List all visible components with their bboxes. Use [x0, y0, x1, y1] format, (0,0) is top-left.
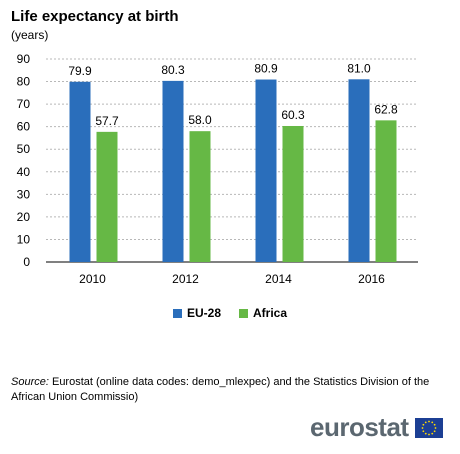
flag-star — [430, 420, 433, 423]
data-label: 80.9 — [254, 62, 278, 76]
legend-label-eu28: EU-28 — [186, 306, 221, 320]
bar-africa — [375, 120, 397, 263]
bar-chart: 0 10 20 30 40 50 60 70 80 90 79.9 57.7 2010 80.3 58.0 2… — [17, 52, 418, 286]
y-tick-label: 0 — [23, 255, 30, 269]
flag-star — [427, 433, 430, 435]
data-label: 60.3 — [281, 108, 305, 122]
chart-subtitle: (years) — [11, 28, 49, 42]
y-tick-label: 40 — [17, 165, 31, 179]
data-label: 79.9 — [68, 64, 92, 78]
y-tick-label: 30 — [17, 187, 31, 201]
source-note: Source: Eurostat (online data codes: dem… — [11, 375, 451, 405]
data-label: 62.8 — [374, 102, 398, 116]
bar-eu-28 — [162, 80, 184, 262]
source-label: Source: — [11, 376, 49, 388]
flag-star — [430, 432, 433, 435]
flag-star — [427, 420, 430, 422]
data-label: 57.7 — [95, 114, 119, 128]
x-tick-label: 2014 — [265, 272, 292, 286]
data-label: 81.0 — [347, 61, 371, 75]
source-text: Eurostat (online data codes: demo_mlexpe… — [11, 376, 430, 403]
legend-swatch-eu28 — [172, 308, 182, 318]
y-tick-label: 90 — [17, 52, 31, 66]
y-tick-label: 50 — [17, 142, 31, 156]
chart-title: Life expectancy at birth — [11, 8, 179, 25]
flag-star — [424, 420, 427, 423]
bar-eu-28 — [348, 79, 370, 262]
y-tick-label: 80 — [17, 75, 31, 89]
flag-star — [434, 426, 436, 429]
data-label: 80.3 — [161, 63, 185, 77]
legend-item-eu28: EU-28 — [172, 306, 221, 320]
y-tick-label: 60 — [17, 120, 31, 134]
y-tick-label: 10 — [17, 232, 31, 246]
legend-item-africa: Africa — [239, 306, 287, 320]
bar-africa — [282, 125, 304, 263]
x-tick-label: 2012 — [172, 272, 199, 286]
flag-star — [433, 423, 436, 426]
bar-eu-28 — [69, 81, 91, 262]
x-tick-label: 2016 — [358, 272, 385, 286]
x-tick-label: 2010 — [79, 272, 106, 286]
legend-label-africa: Africa — [253, 306, 288, 320]
eurostat-logo: eurostat — [310, 412, 443, 443]
flag-star — [421, 426, 423, 429]
bar-africa — [96, 131, 118, 262]
bar-africa — [189, 131, 211, 262]
data-label: 58.0 — [188, 113, 212, 127]
flag-star — [422, 429, 424, 432]
y-tick-label: 20 — [17, 210, 31, 224]
logo-text: eurostat — [310, 412, 409, 442]
flag-star — [422, 423, 424, 426]
flag-star — [424, 432, 427, 435]
chart-legend: EU-28 Africa — [0, 306, 460, 320]
eu-flag-icon — [414, 417, 443, 438]
flag-star — [433, 429, 436, 432]
bar-eu-28 — [255, 79, 277, 262]
legend-swatch-africa — [239, 308, 248, 318]
y-tick-label: 70 — [17, 97, 31, 111]
